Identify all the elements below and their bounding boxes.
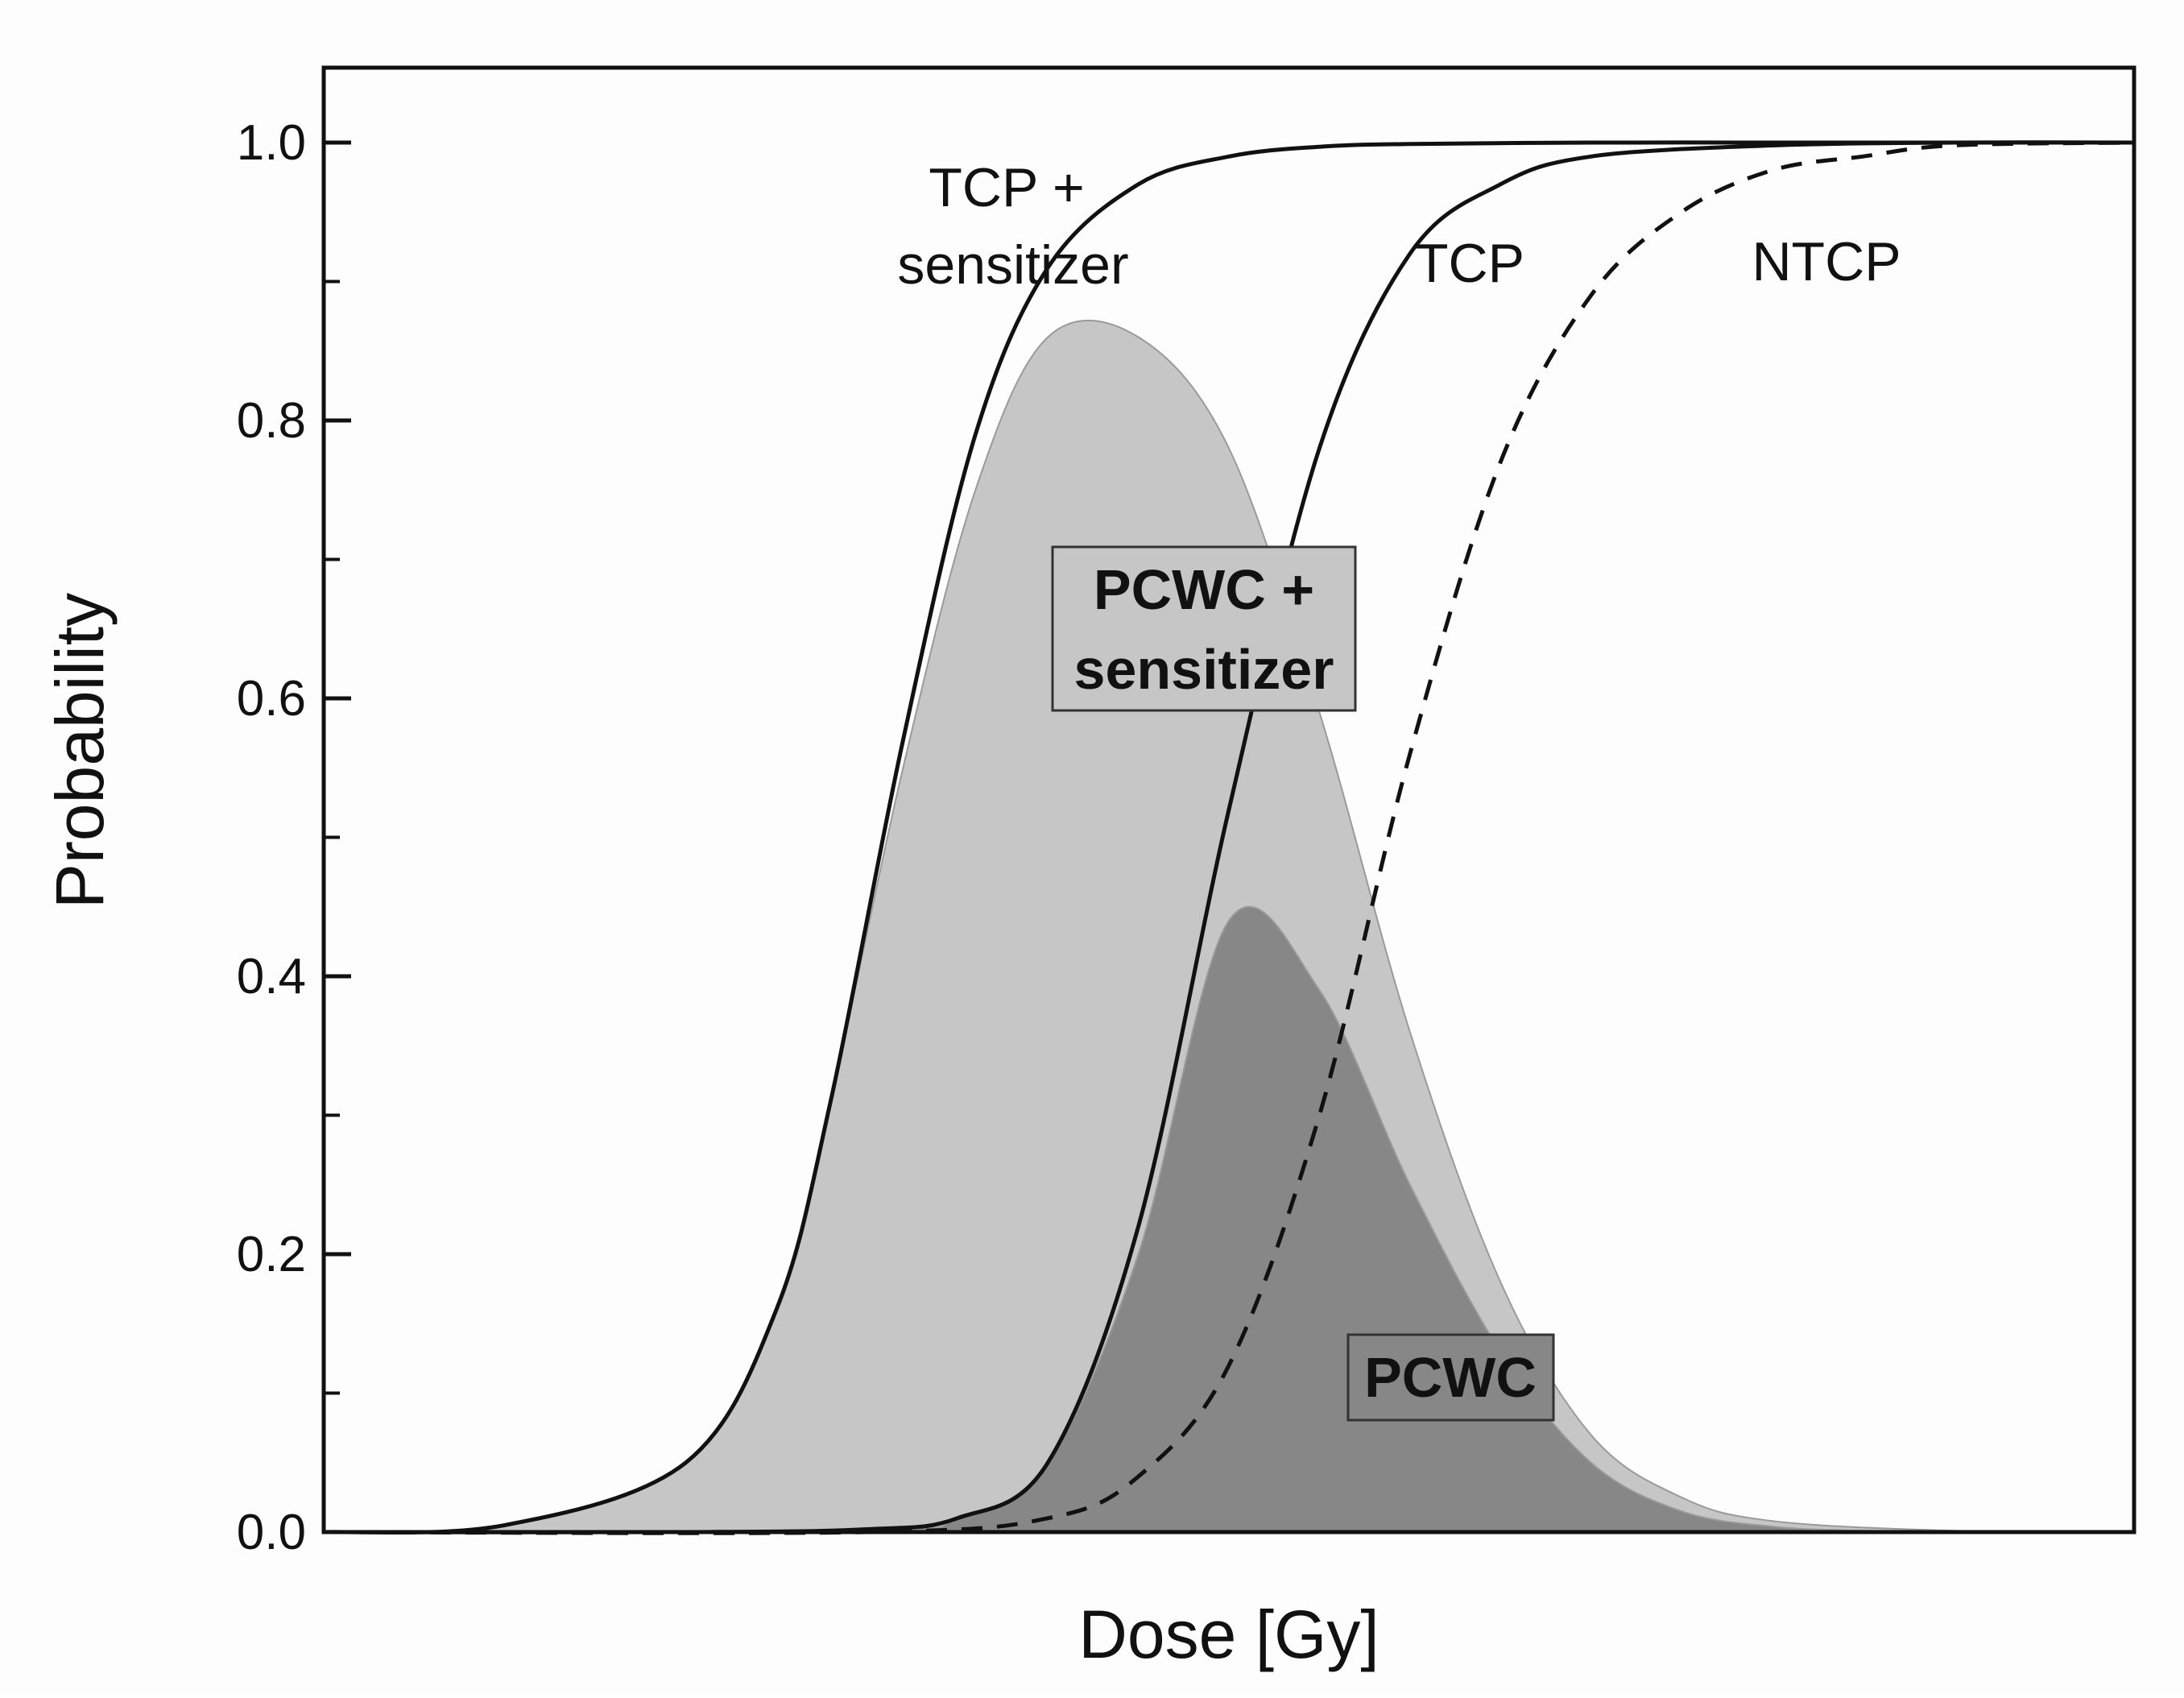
curve-tcp-plus-sensitizer <box>323 140 2134 1535</box>
y-tick-label: 0.2 <box>237 1227 306 1282</box>
pcwc-sensitizer-label-box <box>1051 545 1357 712</box>
label-tcp: TCP <box>1415 233 1524 294</box>
area-pcwc <box>323 905 2135 1534</box>
label-tcp-sensitizer-line2: sensitizer <box>897 234 1128 296</box>
y-axis-title: Probability <box>42 593 118 909</box>
curve-lines <box>323 140 2135 1535</box>
x-axis-title: Dose [Gy] <box>1078 1597 1379 1672</box>
label-pcwc: PCWC <box>1364 1346 1537 1409</box>
y-axis-ticks: 0.0 0.2 0.4 0.6 0.8 1.0 <box>237 115 351 1560</box>
y-tick-label: 0.6 <box>237 671 306 727</box>
label-pcwc-sensitizer-line1: PCWC + <box>1094 558 1314 621</box>
y-tick-label: 0.4 <box>237 949 306 1004</box>
plot-frame <box>321 65 2136 1534</box>
curve-tcp <box>323 140 2135 1534</box>
y-tick-label: 0.0 <box>237 1505 306 1560</box>
y-tick-label: 0.8 <box>237 393 306 449</box>
label-pcwc-sensitizer-line2: sensitizer <box>1074 638 1334 701</box>
label-ntcp: NTCP <box>1752 231 1901 292</box>
curve-ntcp <box>323 140 2135 1535</box>
label-tcp-sensitizer-line1: TCP + <box>929 157 1084 218</box>
y-tick-label: 1.0 <box>237 115 306 171</box>
pcwc-label-box <box>1346 1333 1555 1422</box>
